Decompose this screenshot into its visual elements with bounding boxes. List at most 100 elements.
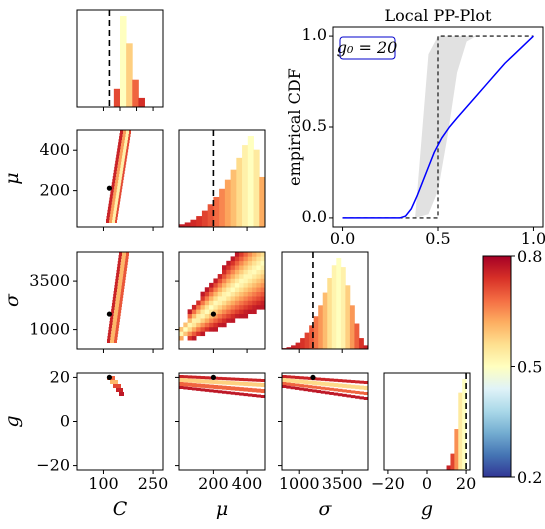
density-cell [359,391,364,395]
density-cell [204,318,210,323]
density-cell [117,285,122,289]
density-cell [243,300,249,306]
density-cell [230,291,236,297]
density-cell [363,397,369,400]
density-cell [122,172,125,177]
histogram-bar [201,210,209,227]
histogram-bar [331,265,337,349]
density-cell [110,315,114,319]
density-cell [286,385,291,389]
density-cell [112,321,117,325]
density-cell [217,313,223,319]
density-cell [114,333,118,337]
density-cell [290,375,296,379]
density-cell [213,287,218,292]
density-cell [114,163,118,168]
density-cell [243,291,249,297]
density-cell [252,282,257,288]
histogram-bar [295,342,301,349]
density-cell [120,166,124,171]
density-cell [114,303,119,307]
density-cell [342,389,347,393]
density-cell [204,376,210,380]
density-cell [213,313,218,319]
density-cell [122,279,126,283]
density-cell [116,154,120,159]
density-cell [113,312,118,316]
panel-mu-C [106,130,131,223]
density-cell [217,385,223,390]
density-cell [252,300,257,306]
density-cell [200,313,206,319]
density-cell [329,391,334,395]
density-cell [239,287,244,292]
density-cell [191,313,197,319]
density-cell [230,260,236,266]
histogram-bar [242,145,249,227]
truth-point [106,311,113,317]
pp-plot [329,26,544,231]
density-cell [247,387,253,392]
density-cell [120,148,124,153]
density-cell [299,384,304,388]
density-cell [113,291,117,295]
density-cell [115,160,119,165]
density-cell [200,322,206,328]
density-cell [260,269,266,275]
density-cell [187,382,193,387]
density-cell [234,313,240,319]
density-cell [239,282,244,288]
density-cell [243,265,249,270]
density-cell [114,282,118,286]
density-cell [230,313,236,319]
density-cell [252,265,257,270]
density-cell [183,322,188,328]
density-cell [118,194,121,199]
density-cell [120,185,123,190]
pp-x-tick-label: 1.0 [521,229,545,248]
density-cell [116,151,120,156]
density-cell [118,142,122,147]
density-cell [113,209,117,214]
density-cell [191,378,197,383]
density-cell [226,313,231,319]
x-tick-label: 0 [422,474,432,493]
density-cell [320,377,326,381]
density-cell [230,282,236,288]
density-cell [115,157,119,162]
density-cell [346,384,352,389]
density-cell [226,377,231,381]
density-cell [337,393,343,397]
density-cell [183,375,188,379]
histogram-bar [219,188,226,227]
density-cell [115,176,119,181]
density-cell [222,322,227,328]
density-cell [239,265,244,270]
density-cell [239,377,244,381]
density-cell [116,270,120,274]
density-cell [243,274,249,279]
density-cell [222,278,227,284]
annotation-box [339,36,396,60]
density-cell [113,294,117,298]
density-cell [119,188,122,193]
density-cell [114,285,118,289]
density-cell [196,304,201,310]
density-cell [243,393,249,397]
density-cell [118,255,122,259]
density-cell [113,191,117,196]
density-cell [230,377,236,381]
density-cell [111,185,115,190]
density-cell [200,326,206,332]
density-cell [116,267,120,271]
x-tick-label: 250 [138,474,169,493]
pp-y-tick-label: 1.0 [302,25,327,44]
panel-g-sigma [282,375,369,400]
density-cell [114,306,119,310]
truth-point [210,311,216,317]
density-cell [222,269,227,275]
x-tick-label: 100 [88,474,119,493]
histogram-bar [190,219,197,227]
density-cell [117,261,121,265]
density-cell [320,386,326,390]
